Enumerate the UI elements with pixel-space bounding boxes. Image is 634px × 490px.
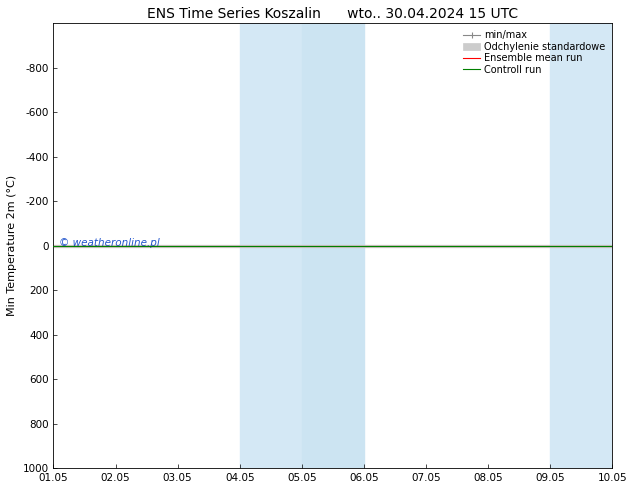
Legend: min/max, Odchylenie standardowe, Ensemble mean run, Controll run: min/max, Odchylenie standardowe, Ensembl… <box>461 28 607 76</box>
Title: ENS Time Series Koszalin      wto.. 30.04.2024 15 UTC: ENS Time Series Koszalin wto.. 30.04.202… <box>147 7 519 21</box>
Bar <box>302 24 364 468</box>
Y-axis label: Min Temperature 2m (°C): Min Temperature 2m (°C) <box>7 175 17 317</box>
Bar <box>550 24 612 468</box>
Text: © weatheronline.pl: © weatheronline.pl <box>59 238 160 248</box>
Bar <box>240 24 302 468</box>
